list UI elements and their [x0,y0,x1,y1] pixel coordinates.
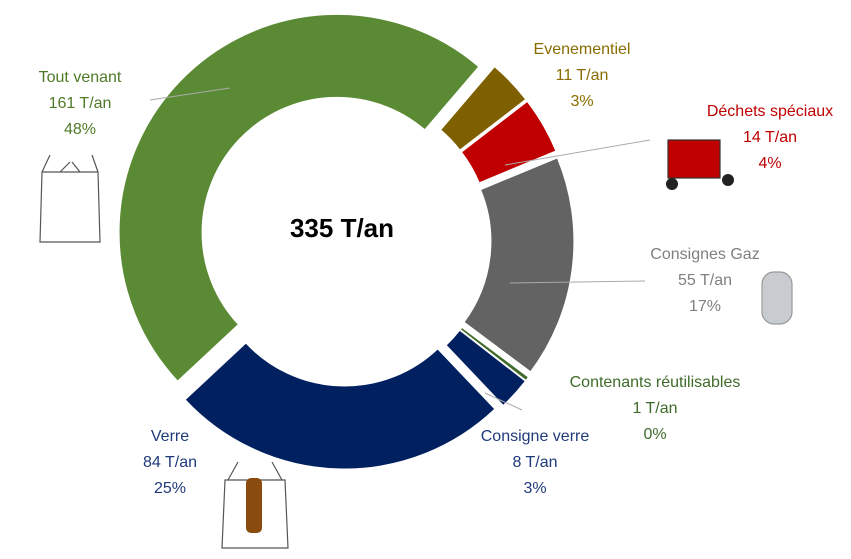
share-label: 3% [523,480,546,497]
share-label: 48% [64,121,96,138]
donut-slice [119,14,479,381]
slice-label: Déchets spéciaux [707,103,833,120]
share-label: 4% [758,155,781,172]
chart: 335 T/an Tout venant 161 T/an 48% Evenement… [0,0,851,554]
slice-label: Evenementiel [534,41,631,58]
slice-label: Tout venant [39,69,122,86]
share-label: 25% [154,480,186,497]
value-label: 161 T/an [49,95,112,112]
value-label: 55 T/an [678,272,732,289]
share-label: 17% [689,298,721,315]
value-label: 11 T/an [556,67,609,84]
generator-wheel [666,178,678,190]
slice-label: Consigne verre [481,428,590,445]
slice-label: Consignes Gaz [650,246,759,263]
center-label: 335 T/an [290,213,394,243]
value-label: 8 T/an [512,454,557,471]
value-label: 14 T/an [743,129,797,146]
bottle-icon [246,478,262,533]
share-label: 3% [570,93,593,110]
donut-slice [185,343,495,469]
value-label: 1 T/an [632,400,677,417]
gas-bottle-icon [762,272,792,324]
share-label: 0% [643,426,666,443]
generator-wheel [722,174,734,186]
value-label: 84 T/an [143,454,197,471]
slice-label: Contenants réutilisables [570,374,741,391]
generator-icon [668,140,720,178]
bag-icon [40,155,100,242]
donut-slice [464,158,574,372]
slice-label: Verre [151,428,189,445]
